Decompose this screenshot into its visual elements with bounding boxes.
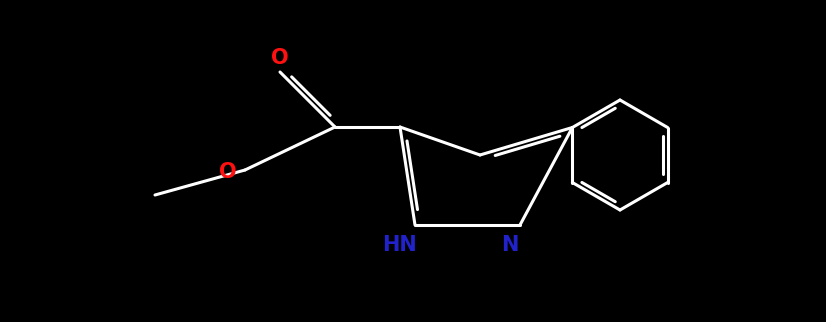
Text: N: N	[501, 235, 519, 255]
Text: O: O	[271, 48, 289, 68]
Text: O: O	[219, 162, 237, 182]
Text: HN: HN	[382, 235, 417, 255]
